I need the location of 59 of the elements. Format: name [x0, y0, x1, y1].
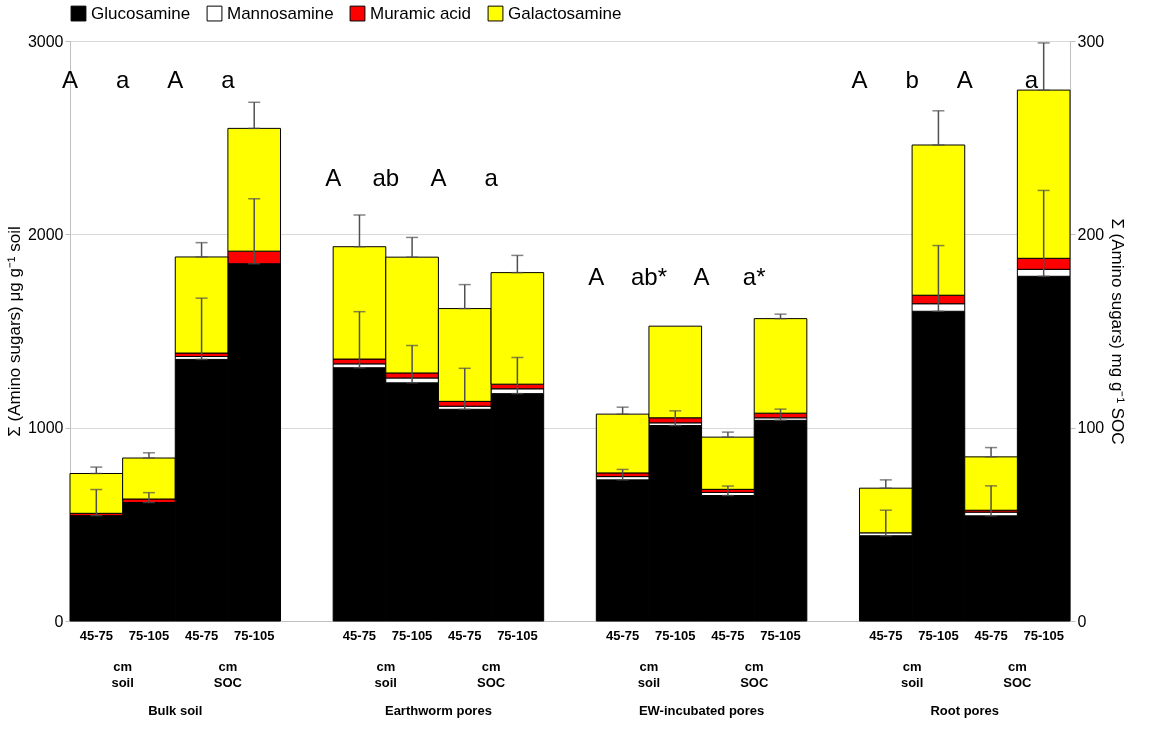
x-tick-label: 75-105	[128, 627, 170, 643]
text: cm SOC	[740, 659, 769, 690]
x-tick-label: 45-75	[342, 627, 377, 643]
x-tick-label: 45-75	[79, 627, 113, 643]
x-tick-label: 45-75	[606, 627, 640, 643]
annotation: a*	[742, 263, 766, 291]
text: cm soil	[637, 659, 661, 690]
text: EW-incubated pores	[638, 703, 765, 718]
legend-label: Galactosamine	[508, 3, 622, 23]
annotation: A	[956, 66, 973, 93]
annotation: A	[693, 263, 710, 291]
text: cm SOC	[476, 659, 506, 690]
text: Earthworm pores	[384, 703, 492, 718]
x-tick-label: 45-75	[974, 627, 1008, 643]
y2-tick-label: 200	[1077, 225, 1105, 243]
y2-tick-label: 300	[1077, 32, 1105, 50]
legend-label: Glucosamine	[91, 3, 191, 23]
bar	[753, 318, 808, 414]
x-tick-label: 75-105	[497, 627, 538, 643]
text: cm SOC	[213, 659, 243, 690]
annotation: A	[167, 66, 184, 93]
y2-tick-label: 100	[1077, 419, 1105, 437]
legend-label: Muramic acid	[370, 3, 472, 23]
x-tick-label: 75-105	[1023, 627, 1064, 643]
x-tick-label: 45-75	[711, 627, 745, 643]
annotation: A	[325, 164, 342, 191]
annotation: ab	[372, 164, 400, 191]
annotation: A	[430, 164, 447, 191]
annotation: a	[1024, 66, 1039, 93]
annotation: a	[115, 66, 130, 93]
annotation: ab*	[630, 263, 667, 291]
text: Bulk soil	[148, 703, 203, 718]
y-tick-label: 0	[54, 612, 64, 630]
x-tick-label: 45-75	[448, 627, 482, 643]
text: cm soil	[900, 659, 924, 690]
annotation: A	[61, 66, 79, 93]
annotation: a	[221, 66, 236, 93]
legend-label: Mannosamine	[227, 3, 334, 23]
annotation: A	[588, 263, 605, 291]
x-tick-label: 75-105	[391, 627, 433, 643]
text: Root pores	[930, 703, 1000, 718]
annotation: b	[905, 66, 919, 93]
x-tick-label: 45-75	[869, 627, 903, 643]
x-tick-label: 75-105	[655, 627, 696, 643]
text: cm soil	[374, 659, 397, 690]
y-tick-label: 3000	[27, 32, 64, 50]
x-tick-label: 75-105	[918, 627, 959, 643]
x-tick-label: 75-105	[760, 627, 801, 643]
y-tick-label: 1000	[27, 419, 64, 437]
text: cm SOC	[1003, 659, 1033, 690]
annotation: a	[484, 164, 499, 191]
x-tick-label: 75-105	[233, 627, 275, 643]
y-axis-title: Σ (Amino sugars) μg g⁻¹ soil	[4, 226, 24, 437]
annotation: A	[851, 66, 868, 93]
text: cm soil	[111, 659, 134, 690]
x-tick-label: 45-75	[184, 627, 219, 643]
y2-axis-title: Σ (Amino sugars) mg g⁻¹ SOC	[1108, 218, 1128, 445]
y-tick-label: 2000	[27, 225, 64, 243]
y2-tick-label: 0	[1077, 612, 1087, 630]
